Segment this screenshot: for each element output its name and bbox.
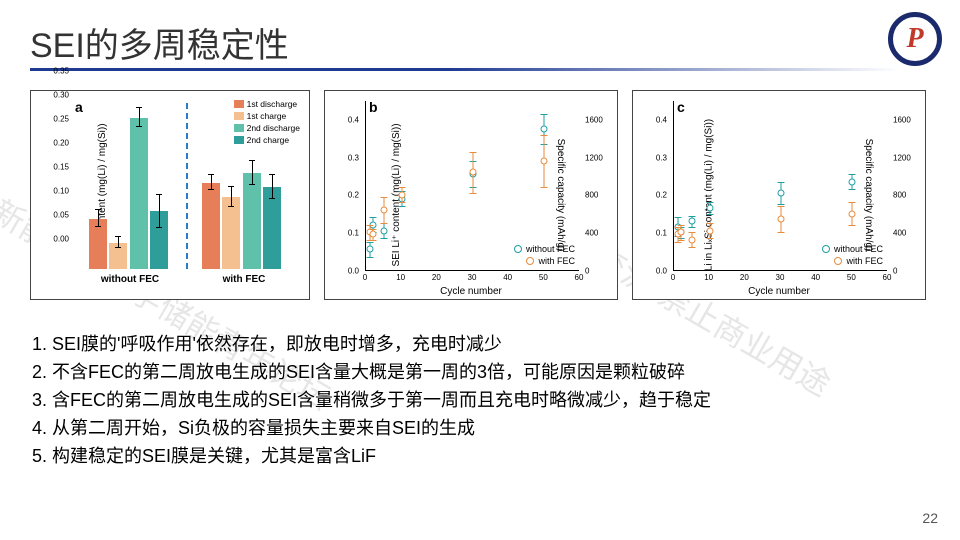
y2tick: 0 xyxy=(585,267,589,276)
ytick: 0.0 xyxy=(656,267,667,276)
charts-row: a SEI Li⁺ content (mg(Li) / mg(Si)) 0.00… xyxy=(30,90,930,300)
xtick: 0 xyxy=(363,273,367,282)
xtick: 30 xyxy=(776,273,785,282)
ytick: 0.35 xyxy=(53,67,69,76)
bullet-item: 2. 不含FEC的第二周放电生成的SEI含量大概是第一周的3倍，可能原因是颗粒破… xyxy=(32,358,912,386)
data-point xyxy=(848,178,855,185)
xtick: 50 xyxy=(539,273,548,282)
data-point xyxy=(848,210,855,217)
data-point xyxy=(706,227,713,234)
data-point xyxy=(706,205,713,212)
xtick: 40 xyxy=(811,273,820,282)
xtick: 30 xyxy=(468,273,477,282)
panel-a-group-label: with FEC xyxy=(223,274,266,285)
ytick: 0.0 xyxy=(348,267,359,276)
xtick: 0 xyxy=(671,273,675,282)
page-number: 22 xyxy=(922,510,938,526)
data-point xyxy=(366,246,373,253)
bullet-item: 5. 构建稳定的SEI膜是关键，尤其是富含LiF xyxy=(32,442,912,470)
institute-logo: P xyxy=(888,12,942,66)
page-title: SEI的多周稳定性 xyxy=(30,18,289,67)
data-point xyxy=(678,229,685,236)
xtick: 60 xyxy=(575,273,584,282)
panel-a: a SEI Li⁺ content (mg(Li) / mg(Si)) 0.00… xyxy=(30,90,310,300)
panel-c-xlabel: Cycle number xyxy=(748,286,810,297)
data-point xyxy=(777,216,784,223)
y2tick: 0 xyxy=(893,267,897,276)
ytick: 0.05 xyxy=(53,211,69,220)
bullet-item: 4. 从第二周开始，Si负极的容量损失主要来自SEI的生成 xyxy=(32,414,912,442)
data-point xyxy=(688,218,695,225)
legend-label: without FEC xyxy=(834,243,883,255)
y2tick: 800 xyxy=(893,191,906,200)
ytick: 0.30 xyxy=(53,91,69,100)
y2tick: 400 xyxy=(585,229,598,238)
data-point xyxy=(777,190,784,197)
legend-label: 2nd discharge xyxy=(247,122,300,134)
xtick: 10 xyxy=(704,273,713,282)
bar xyxy=(222,197,240,269)
data-point xyxy=(688,236,695,243)
bullet-item: 3. 含FEC的第二周放电生成的SEI含量稍微多于第一周而且充电时略微减少，趋于… xyxy=(32,386,912,414)
y2tick: 1600 xyxy=(585,115,603,124)
panel-c: c Li in LiₓSi content (mg(Li) / mg(Si)) … xyxy=(632,90,926,300)
xtick: 10 xyxy=(396,273,405,282)
ytick: 0.25 xyxy=(53,115,69,124)
panel-b-xlabel: Cycle number xyxy=(440,286,502,297)
ytick: 0.2 xyxy=(656,191,667,200)
ytick: 0.15 xyxy=(53,163,69,172)
legend-label: 1st discharge xyxy=(247,98,298,110)
ytick: 0.3 xyxy=(656,153,667,162)
y2tick: 1200 xyxy=(893,153,911,162)
bar xyxy=(263,187,281,269)
data-point xyxy=(540,126,547,133)
legend-label: without FEC xyxy=(526,243,575,255)
ytick: 0.1 xyxy=(348,229,359,238)
xtick: 20 xyxy=(740,273,749,282)
ytick: 0.00 xyxy=(53,235,69,244)
data-point xyxy=(380,227,387,234)
y2tick: 1600 xyxy=(893,115,911,124)
bar xyxy=(202,183,220,269)
data-point xyxy=(380,206,387,213)
data-point xyxy=(469,169,476,176)
ytick: 0.2 xyxy=(348,191,359,200)
legend-label: with FEC xyxy=(846,255,883,267)
legend-label: 1st charge xyxy=(247,110,287,122)
data-point xyxy=(398,191,405,198)
data-point xyxy=(370,231,377,238)
panel-a-group-label: without FEC xyxy=(101,274,159,285)
panel-c-legend: without FECwith FEC xyxy=(822,243,883,267)
bullet-item: 1. SEI膜的'呼吸作用'依然存在，即放电时增多，充电时减少 xyxy=(32,330,912,358)
y2tick: 400 xyxy=(893,229,906,238)
panel-b-legend: without FECwith FEC xyxy=(514,243,575,267)
ytick: 0.3 xyxy=(348,153,359,162)
legend-label: 2nd charge xyxy=(247,134,290,146)
title-underline xyxy=(30,68,900,71)
bullets: 1. SEI膜的'呼吸作用'依然存在，即放电时增多，充电时减少2. 不含FEC的… xyxy=(32,330,912,470)
xtick: 50 xyxy=(847,273,856,282)
xtick: 40 xyxy=(503,273,512,282)
xtick: 20 xyxy=(432,273,441,282)
bar xyxy=(243,173,261,269)
ytick: 0.4 xyxy=(656,115,667,124)
ytick: 0.20 xyxy=(53,139,69,148)
data-point xyxy=(540,158,547,165)
panel-b: b SEI Li⁺ content (mg(Li) / mg(Si)) Spec… xyxy=(324,90,618,300)
ytick: 0.4 xyxy=(348,115,359,124)
y2tick: 1200 xyxy=(585,153,603,162)
panel-a-legend: 1st discharge1st charge2nd discharge2nd … xyxy=(234,98,300,146)
y2tick: 800 xyxy=(585,191,598,200)
xtick: 60 xyxy=(883,273,892,282)
logo-letter: P xyxy=(906,23,923,55)
legend-label: with FEC xyxy=(538,255,575,267)
ytick: 0.10 xyxy=(53,187,69,196)
bar xyxy=(130,118,148,269)
ytick: 0.1 xyxy=(656,229,667,238)
